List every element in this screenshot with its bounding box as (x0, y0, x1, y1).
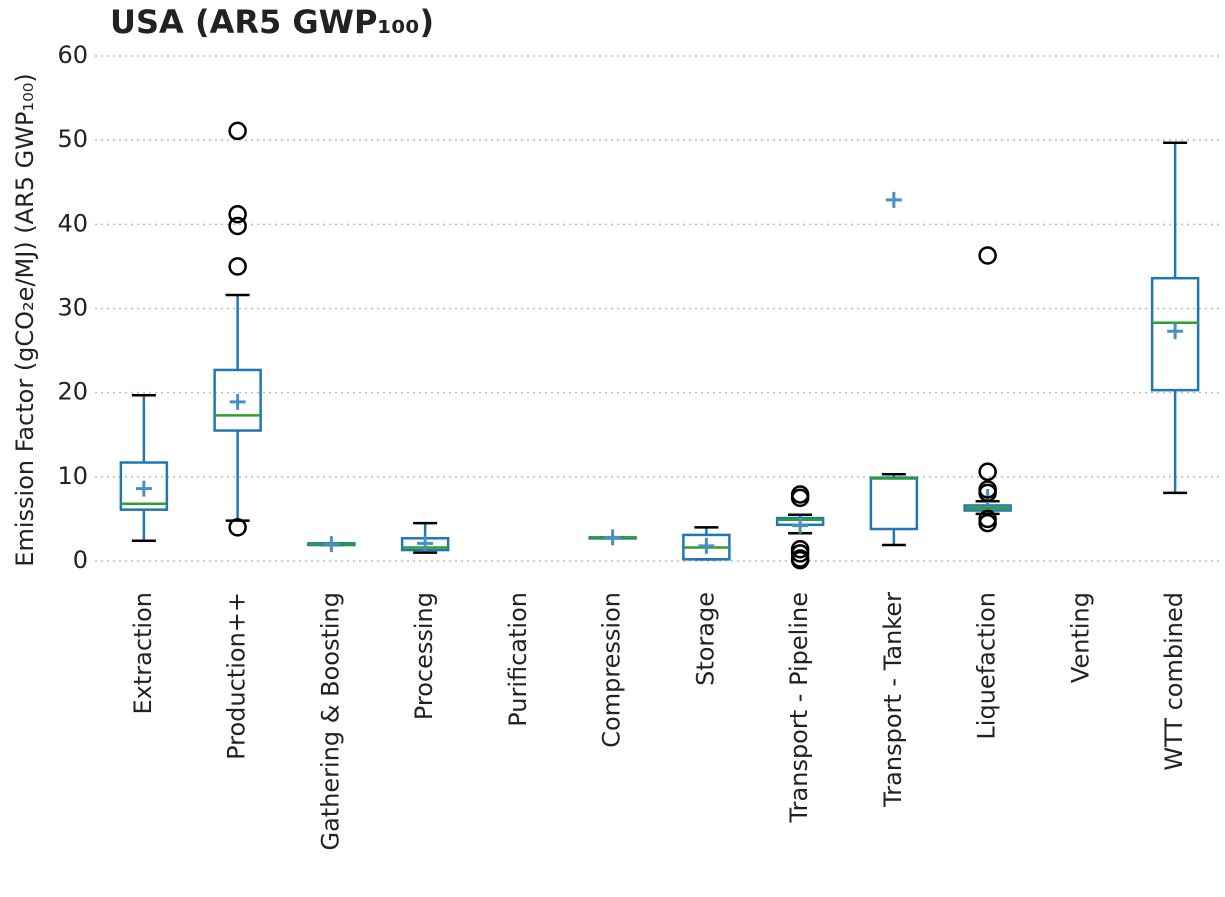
outlier (790, 544, 810, 563)
y-tick-label: 20 (57, 378, 88, 406)
y-tick-label: 50 (57, 125, 88, 153)
x-tick-label: Storage (691, 592, 719, 686)
outlier (790, 488, 810, 508)
mean-marker (229, 393, 246, 410)
mean-marker (417, 535, 434, 552)
outlier (228, 257, 247, 276)
x-tick-label: Compression (598, 592, 626, 748)
y-tick-label: 30 (57, 294, 88, 322)
x-tick-label: Transport - Tanker (879, 592, 907, 808)
outlier (790, 550, 810, 570)
mean-marker (604, 529, 621, 546)
x-tick-label: Liquefaction (973, 592, 1001, 740)
box (869, 476, 919, 531)
outlier (978, 513, 997, 533)
chart-title: USA (AR5 GWP₁₀₀) (110, 3, 434, 41)
outlier (978, 462, 997, 482)
mean-marker (698, 537, 715, 554)
box (213, 368, 262, 432)
y-axis-label: Emission Factor (gCO₂e/MJ) (AR5 GWP₁₀₀) (11, 73, 39, 566)
mean-marker (323, 536, 340, 553)
x-tick-label: Extraction (129, 592, 157, 715)
x-tick-label: Processing (410, 592, 438, 720)
mean-marker (792, 517, 809, 534)
outlier (228, 204, 247, 224)
x-tick-label: Purification (504, 592, 532, 727)
y-tick-label: 10 (57, 462, 88, 490)
outlier (228, 216, 247, 236)
mean-marker (885, 191, 902, 208)
x-tick-label: Gathering & Boosting (316, 592, 344, 851)
x-tick-label: Venting (1066, 592, 1094, 683)
box (119, 461, 169, 511)
y-tick-label: 0 (73, 546, 88, 574)
box (1150, 276, 1200, 392)
mean-marker (1167, 323, 1184, 340)
x-tick-label: Transport - Pipeline (785, 592, 813, 823)
outlier (978, 246, 997, 265)
mean-marker (135, 480, 152, 497)
x-tick-label: Production++ (223, 592, 251, 760)
outlier (228, 121, 247, 141)
y-tick-label: 60 (57, 41, 88, 69)
x-tick-label: WTT combined (1160, 592, 1188, 771)
y-tick-label: 40 (57, 209, 88, 237)
outlier (228, 518, 247, 537)
outlier (978, 483, 997, 503)
